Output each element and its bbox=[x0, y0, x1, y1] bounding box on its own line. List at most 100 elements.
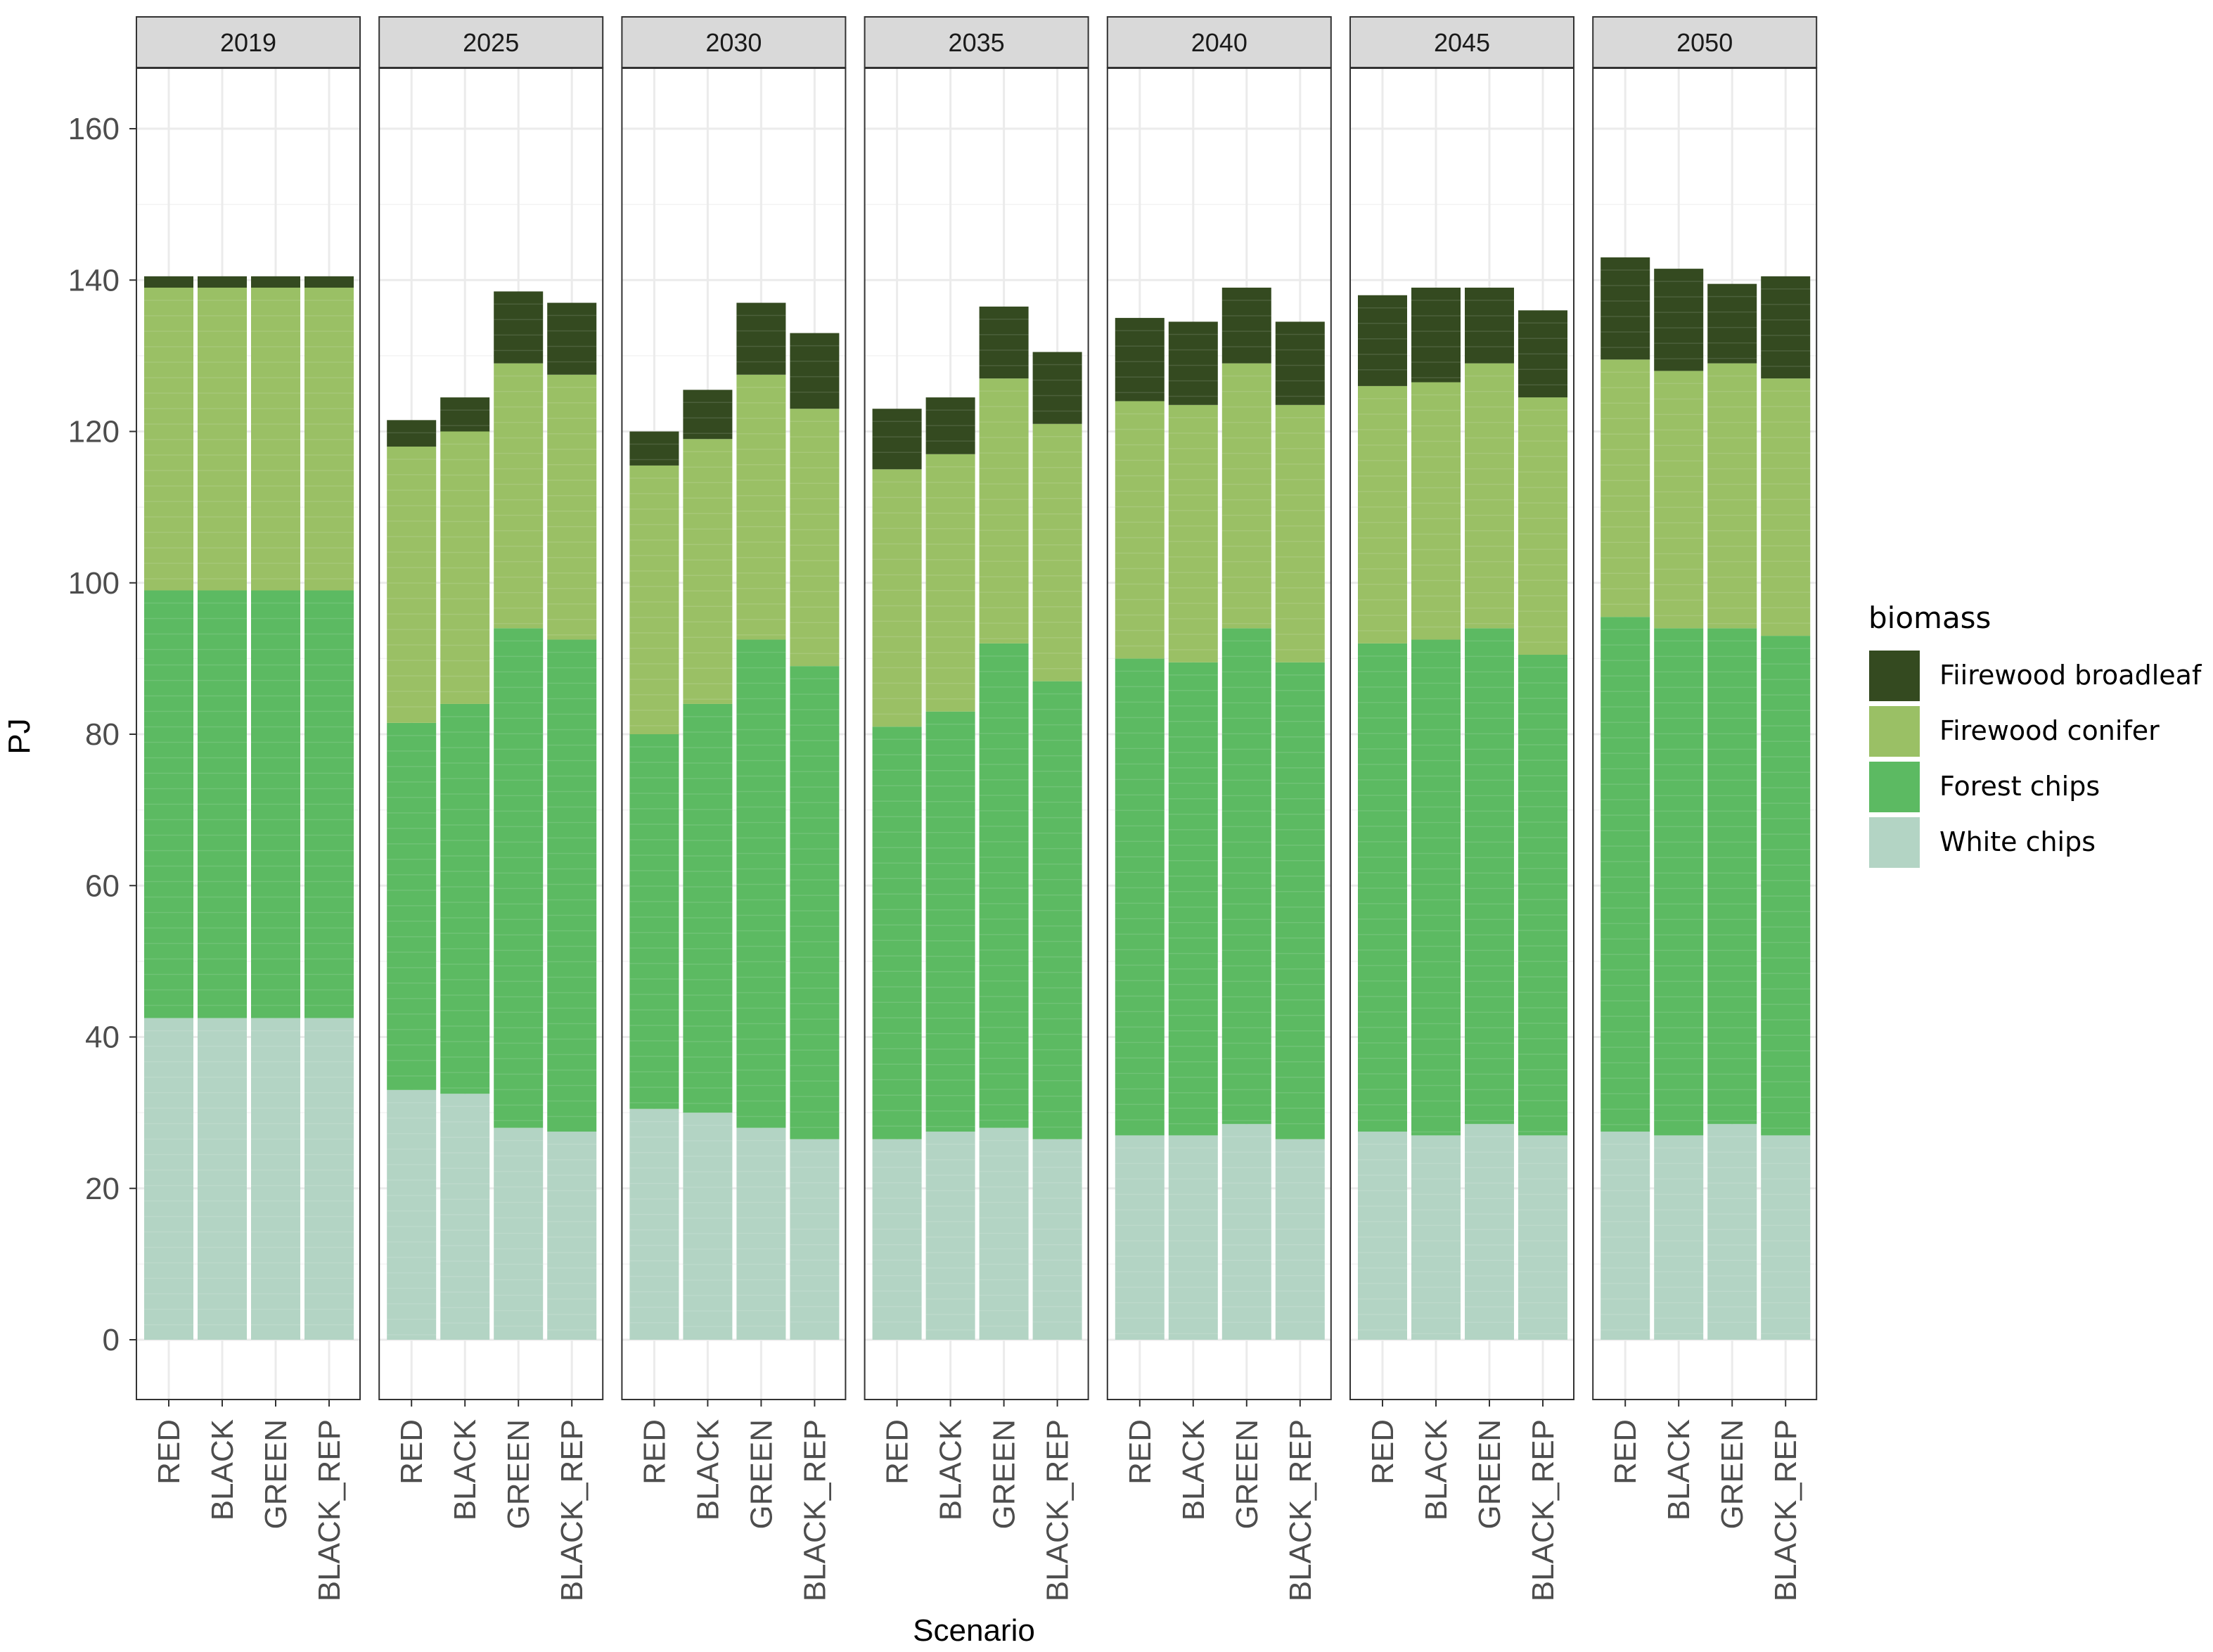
x-tick-label: BLACK_REP bbox=[1769, 1419, 1803, 1601]
bar-forest-chips-2025-red bbox=[387, 722, 437, 1090]
x-tick-label: BLACK bbox=[1419, 1419, 1454, 1520]
x-tick-label: GREEN bbox=[501, 1419, 536, 1529]
bar-firewood-conifer-2045-black bbox=[1411, 382, 1461, 640]
bar-forest-chips-2045-red bbox=[1358, 643, 1407, 1132]
bar-forest-chips-2035-green bbox=[979, 643, 1029, 1128]
bar-fiirewood-broadleaf-2040-black bbox=[1168, 321, 1218, 405]
bar-white-chips-2019-red bbox=[144, 1018, 193, 1340]
facet-panel-2030: 2030 RED BLACK GREEN BLACK_REP bbox=[621, 16, 847, 1601]
x-tick-label: BLACK_REP bbox=[312, 1419, 347, 1601]
x-tick-label: BLACK bbox=[1176, 1419, 1211, 1520]
x-tick-label: RED bbox=[637, 1419, 672, 1485]
bar-firewood-conifer-2035-green bbox=[979, 378, 1029, 643]
bar-firewood-conifer-2019-red bbox=[144, 288, 193, 591]
facet-strip bbox=[1349, 16, 1574, 68]
bar-white-chips-2040-red bbox=[1115, 1135, 1165, 1340]
x-tick-label: RED bbox=[1366, 1419, 1400, 1485]
bar-firewood-conifer-2035-black bbox=[925, 454, 975, 712]
bar-fiirewood-broadleaf-2019-green bbox=[251, 276, 300, 288]
bar-fiirewood-broadleaf-2040-black_rep bbox=[1275, 321, 1325, 405]
facet-strip-label: 2030 bbox=[705, 28, 762, 57]
bar-firewood-conifer-2045-black_rep bbox=[1518, 397, 1567, 655]
bar-white-chips-2050-red bbox=[1601, 1132, 1650, 1340]
y-axis-title: PJ bbox=[2, 718, 37, 754]
bar-forest-chips-2040-black bbox=[1168, 662, 1218, 1136]
chart-panels: 2019 RED BLACK GREEN BLACK_REP 2025 RED BLACK GR… bbox=[136, 16, 1818, 1601]
bar-forest-chips-2045-black bbox=[1411, 639, 1461, 1136]
x-tick-label: RED bbox=[395, 1419, 429, 1485]
bar-white-chips-2040-black bbox=[1168, 1135, 1218, 1340]
bar-fiirewood-broadleaf-2025-red bbox=[387, 420, 437, 447]
bar-forest-chips-2030-red bbox=[629, 734, 679, 1109]
x-tick-label: BLACK_REP bbox=[1041, 1419, 1075, 1601]
facet-strip bbox=[621, 16, 847, 68]
x-tick-label: RED bbox=[880, 1419, 915, 1485]
bar-firewood-conifer-2050-black bbox=[1654, 371, 1704, 629]
bar-firewood-conifer-2045-red bbox=[1358, 385, 1407, 643]
legend-key bbox=[1869, 762, 1920, 812]
bar-firewood-conifer-2025-black_rep bbox=[547, 374, 597, 640]
legend-key bbox=[1869, 817, 1920, 868]
bar-forest-chips-2050-red bbox=[1601, 617, 1650, 1132]
facet-panel-2019: 2019 RED BLACK GREEN BLACK_REP bbox=[136, 16, 361, 1601]
x-tick-label: GREEN bbox=[1473, 1419, 1507, 1529]
legend-label: Forest chips bbox=[1939, 771, 2100, 802]
bar-forest-chips-2050-black bbox=[1654, 628, 1704, 1136]
x-tick-label: BLACK_REP bbox=[555, 1419, 589, 1601]
x-tick-label: BLACK bbox=[691, 1419, 725, 1520]
bar-white-chips-2040-green bbox=[1221, 1124, 1271, 1340]
y-tick-label: 140 bbox=[68, 263, 120, 297]
bar-firewood-conifer-2040-black_rep bbox=[1275, 404, 1325, 662]
bar-fiirewood-broadleaf-2019-red bbox=[144, 276, 193, 288]
bar-firewood-conifer-2050-green bbox=[1707, 363, 1757, 629]
legend-label: Fiirewood broadleaf bbox=[1939, 660, 2202, 691]
bar-forest-chips-2019-black_rep bbox=[304, 590, 354, 1018]
x-tick-label: BLACK_REP bbox=[797, 1419, 832, 1601]
bar-fiirewood-broadleaf-2050-red bbox=[1601, 257, 1650, 360]
bar-forest-chips-2025-black bbox=[440, 703, 490, 1094]
bar-firewood-conifer-2025-black bbox=[440, 431, 490, 704]
bar-white-chips-2050-green bbox=[1707, 1124, 1757, 1340]
bar-white-chips-2019-green bbox=[251, 1018, 300, 1340]
legend-label: Firewood conifer bbox=[1939, 715, 2160, 746]
bar-fiirewood-broadleaf-2030-black_rep bbox=[790, 333, 840, 409]
bar-firewood-conifer-2035-black_rep bbox=[1032, 423, 1082, 681]
bar-firewood-conifer-2040-black bbox=[1168, 404, 1218, 662]
y-tick-label: 40 bbox=[85, 1020, 120, 1055]
bar-forest-chips-2030-green bbox=[736, 639, 786, 1128]
bar-fiirewood-broadleaf-2030-black bbox=[683, 390, 733, 440]
bar-firewood-conifer-2025-red bbox=[387, 447, 437, 723]
x-tick-label: GREEN bbox=[1715, 1419, 1750, 1529]
facet-panel-2040: 2040 RED BLACK GREEN BLACK_REP bbox=[1106, 16, 1332, 1601]
bar-white-chips-2045-black_rep bbox=[1518, 1135, 1567, 1340]
facet-strip-label: 2040 bbox=[1191, 28, 1247, 57]
bar-firewood-conifer-2019-black_rep bbox=[304, 288, 354, 591]
bar-fiirewood-broadleaf-2040-red bbox=[1115, 318, 1165, 402]
bar-forest-chips-2030-black_rep bbox=[790, 666, 840, 1139]
facet-strip bbox=[1106, 16, 1332, 68]
bar-fiirewood-broadleaf-2019-black bbox=[198, 276, 247, 288]
bar-forest-chips-2045-black_rep bbox=[1518, 654, 1567, 1136]
bar-firewood-conifer-2019-black bbox=[198, 288, 247, 591]
y-tick-label: 80 bbox=[85, 717, 120, 752]
facet-strip bbox=[1592, 16, 1818, 68]
bar-forest-chips-2019-green bbox=[251, 590, 300, 1018]
bar-white-chips-2045-black bbox=[1411, 1135, 1461, 1340]
y-tick-label: 120 bbox=[68, 415, 120, 449]
x-tick-label: RED bbox=[1608, 1419, 1643, 1485]
bar-white-chips-2040-black_rep bbox=[1275, 1139, 1325, 1340]
bar-white-chips-2030-black bbox=[683, 1113, 733, 1340]
bar-fiirewood-broadleaf-2050-black bbox=[1654, 269, 1704, 371]
x-tick-label: BLACK bbox=[934, 1419, 968, 1520]
bar-firewood-conifer-2030-black_rep bbox=[790, 409, 840, 667]
x-tick-label: BLACK bbox=[205, 1419, 240, 1520]
facet-strip-label: 2019 bbox=[220, 28, 276, 57]
legend-label: White chips bbox=[1939, 826, 2096, 857]
bar-forest-chips-2019-black bbox=[198, 590, 247, 1018]
x-tick-label: RED bbox=[1123, 1419, 1157, 1485]
bar-firewood-conifer-2040-green bbox=[1221, 363, 1271, 629]
bar-white-chips-2025-black_rep bbox=[547, 1132, 597, 1340]
bar-fiirewood-broadleaf-2025-black bbox=[440, 397, 490, 432]
bar-white-chips-2025-red bbox=[387, 1089, 437, 1340]
